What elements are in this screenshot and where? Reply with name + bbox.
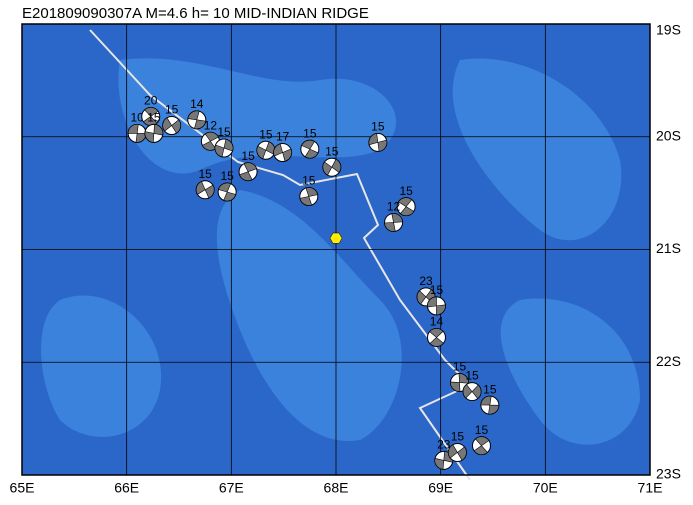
focal-mechanism: 15 bbox=[195, 167, 215, 200]
lat-label: 19S bbox=[656, 22, 681, 38]
focal-mechanism: 15 bbox=[144, 111, 164, 143]
depth-label: 20 bbox=[144, 94, 158, 108]
focal-mechanism: 15 bbox=[299, 174, 319, 207]
focal-mechanism: 20 bbox=[141, 94, 161, 126]
depth-label: 15 bbox=[217, 125, 231, 139]
compression-quadrant bbox=[322, 158, 342, 176]
lat-label: 23S bbox=[656, 466, 681, 482]
focal-mechanism: 12 bbox=[384, 200, 404, 232]
compression-quadrant bbox=[195, 181, 215, 199]
depth-label: 14 bbox=[430, 315, 444, 329]
epicenter bbox=[329, 232, 343, 244]
focal-mechanism: 15 bbox=[322, 144, 342, 177]
depth-label: 15 bbox=[399, 184, 413, 198]
focal-mechanism: 15 bbox=[471, 423, 491, 456]
depth-label: 15 bbox=[198, 167, 212, 181]
depth-label: 23 bbox=[437, 438, 451, 452]
depth-label: 15 bbox=[483, 382, 497, 396]
depth-label: 12 bbox=[204, 118, 218, 132]
focal-mechanism: 15 bbox=[396, 184, 416, 217]
depth-label: 15 bbox=[303, 126, 317, 140]
compression-quadrant bbox=[429, 328, 444, 347]
compression-quadrant bbox=[144, 124, 164, 143]
title: E201809090307A M=4.6 h= 10 MID-INDIAN RI… bbox=[22, 5, 369, 22]
compression-quadrant bbox=[214, 138, 234, 158]
focal-mechanism: 14 bbox=[187, 97, 207, 130]
depth-label: 15 bbox=[259, 127, 273, 141]
lon-label: 68E bbox=[324, 480, 349, 496]
lon-label: 69E bbox=[428, 480, 453, 496]
lon-label: 70E bbox=[533, 480, 558, 496]
focal-mechanism: 10 bbox=[127, 111, 147, 143]
depth-label: 15 bbox=[147, 111, 161, 125]
compression-quadrant bbox=[239, 162, 257, 181]
lon-label: 66E bbox=[114, 480, 139, 496]
focal-mechanism: 15 bbox=[480, 382, 500, 415]
compression-quadrant bbox=[218, 182, 237, 202]
depth-label: 15 bbox=[465, 369, 479, 383]
compression-quadrant bbox=[462, 384, 482, 400]
compression-quadrant bbox=[384, 213, 403, 232]
depth-label: 15 bbox=[475, 423, 489, 437]
compression-quadrant bbox=[187, 110, 207, 130]
lon-label: 67E bbox=[219, 480, 244, 496]
focal-mechanism: 14 bbox=[426, 315, 446, 347]
compression-quadrant bbox=[427, 296, 446, 316]
focal-mechanism: 15 bbox=[368, 120, 388, 152]
depth-label: 17 bbox=[276, 130, 290, 144]
depth-label: 15 bbox=[241, 149, 255, 163]
compression-quadrant bbox=[142, 107, 159, 126]
focal-mechanism: 15 bbox=[238, 149, 258, 182]
compression-quadrant bbox=[398, 197, 415, 216]
focal-mechanism: 23 bbox=[416, 274, 436, 307]
compression-quadrant bbox=[480, 395, 500, 415]
depth-label: 15 bbox=[451, 430, 465, 444]
compression-quadrant bbox=[368, 133, 388, 152]
focal-mechanism: 15 bbox=[300, 126, 320, 159]
compression-quadrant bbox=[473, 436, 490, 455]
lon-label: 71E bbox=[638, 480, 663, 496]
compression-quadrant bbox=[273, 143, 292, 162]
depth-label: 15 bbox=[165, 103, 179, 117]
lat-label: 20S bbox=[656, 127, 681, 143]
compression-quadrant bbox=[448, 444, 467, 461]
lat-label: 22S bbox=[656, 353, 681, 369]
focal-mechanism: 15 bbox=[447, 430, 467, 462]
focal-mechanism: 15 bbox=[256, 127, 276, 160]
compression-quadrant bbox=[299, 187, 318, 206]
depth-label: 14 bbox=[190, 97, 204, 111]
depth-label: 15 bbox=[371, 120, 385, 134]
frame bbox=[21, 23, 651, 476]
depth-label: 10 bbox=[130, 111, 144, 125]
lon-label: 65E bbox=[10, 480, 35, 496]
focal-mechanism: 15 bbox=[214, 125, 234, 158]
focal-mechanism: 17 bbox=[273, 130, 293, 163]
compression-quadrant bbox=[162, 117, 181, 134]
focal-mechanism: 15 bbox=[462, 369, 482, 402]
depth-label: 12 bbox=[387, 200, 401, 214]
compression-quadrant bbox=[301, 139, 319, 159]
depth-label: 15 bbox=[453, 360, 467, 374]
depth-label: 15 bbox=[430, 283, 444, 297]
bathymetry bbox=[41, 58, 640, 445]
lat-label: 21S bbox=[656, 240, 681, 256]
depth-label: 15 bbox=[220, 169, 234, 183]
focal-mechanism: 15 bbox=[162, 103, 182, 135]
focal-mechanism: 15 bbox=[426, 283, 446, 316]
depth-label: 23 bbox=[419, 274, 433, 288]
depth-label: 15 bbox=[302, 174, 316, 188]
depth-label: 15 bbox=[325, 144, 339, 158]
focal-mechanism: 15 bbox=[217, 169, 237, 202]
